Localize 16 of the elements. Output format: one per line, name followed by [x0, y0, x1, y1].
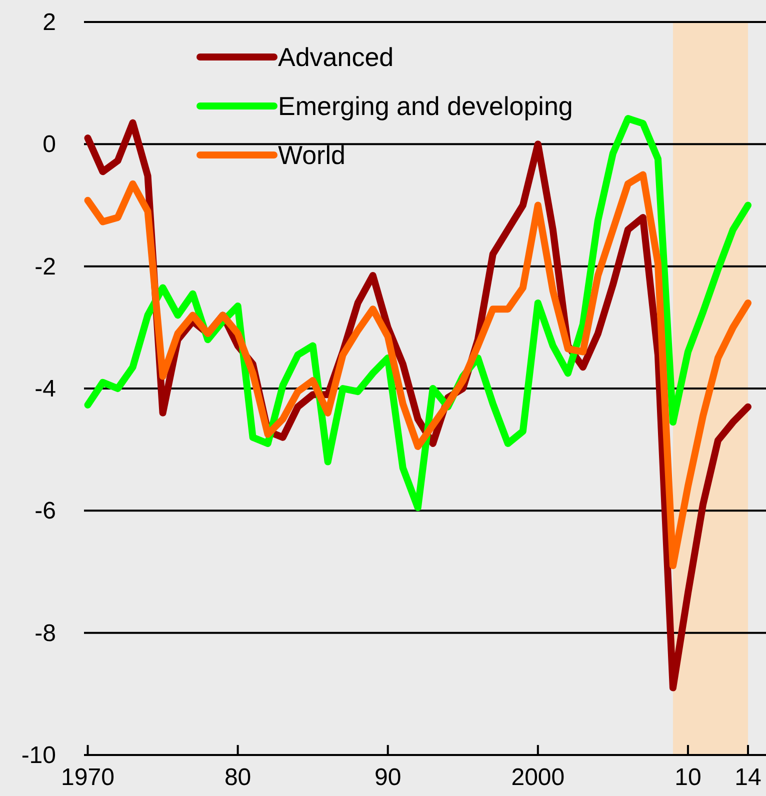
x-tick-label: 1970: [61, 764, 114, 791]
legend-label: World: [278, 140, 346, 170]
y-tick-label: -4: [34, 376, 56, 402]
y-tick-label: 0: [42, 131, 56, 158]
x-tick-label: 90: [374, 764, 402, 791]
y-tick-label: -10: [21, 742, 56, 769]
y-tick-label: 2: [42, 9, 56, 36]
x-tick-label: 14: [734, 764, 762, 791]
y-tick-label: -6: [34, 498, 56, 525]
legend-label: Emerging and developing: [278, 91, 573, 121]
y-tick-label: -8: [34, 620, 56, 647]
x-tick-label: 80: [224, 764, 252, 791]
legend-label: Advanced: [278, 42, 394, 72]
y-tick-label: -2: [34, 253, 56, 280]
x-tick-label: 10: [674, 764, 702, 791]
x-tick-label: 2000: [511, 764, 565, 791]
